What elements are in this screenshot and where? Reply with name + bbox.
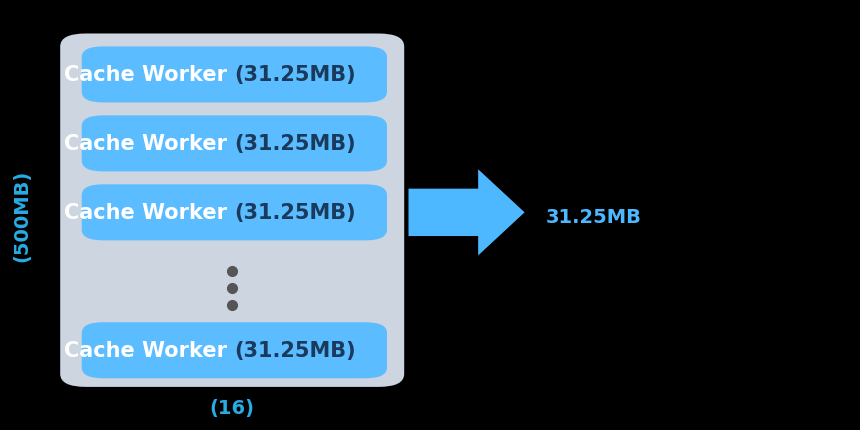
FancyBboxPatch shape [82,47,387,103]
Text: 31.25MB: 31.25MB [546,208,642,227]
Text: Cache Worker: Cache Worker [64,341,234,360]
Text: (500MB): (500MB) [12,169,31,261]
Text: Cache Worker: Cache Worker [64,65,234,85]
Text: Cache Worker: Cache Worker [64,134,234,154]
Text: (31.25MB): (31.25MB) [234,203,356,223]
Text: (16): (16) [210,398,255,417]
FancyBboxPatch shape [82,322,387,378]
Text: (31.25MB): (31.25MB) [234,65,356,85]
Text: Cache Worker: Cache Worker [64,203,234,223]
FancyBboxPatch shape [82,116,387,172]
FancyBboxPatch shape [60,34,404,387]
FancyBboxPatch shape [82,185,387,241]
Text: (31.25MB): (31.25MB) [234,341,356,360]
Text: (31.25MB): (31.25MB) [234,134,356,154]
Polygon shape [408,170,525,256]
